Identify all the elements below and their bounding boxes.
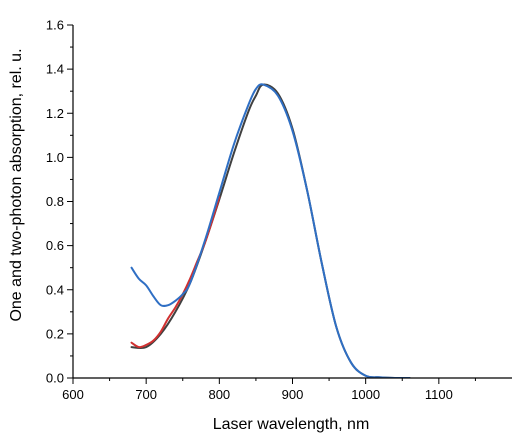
axes-layer xyxy=(67,24,512,384)
y-tick-label: 0.2 xyxy=(46,326,64,341)
y-tick-label: 0.4 xyxy=(46,282,64,297)
y-tick-label: 1.2 xyxy=(46,106,64,121)
x-tick-label: 600 xyxy=(62,387,84,402)
series-line-2 xyxy=(130,196,221,349)
x-tick-label: 900 xyxy=(282,387,304,402)
x-tick-label: 1000 xyxy=(351,387,380,402)
x-tick-label: 1100 xyxy=(425,387,453,402)
x-axis-title: Laser wavelength, nm xyxy=(213,416,370,433)
y-tick-label: 1.0 xyxy=(46,150,64,165)
y-axis-title: One and two-photon absorption, rel. u. xyxy=(8,48,25,321)
series-line-3 xyxy=(130,83,411,378)
x-tick-label: 700 xyxy=(135,387,157,402)
x-tick-label: 800 xyxy=(208,387,230,402)
labels-layer: 600 700 800 900 1000 1100 0.0 0.2 0.4 0.6 0.8 1.0 1.… xyxy=(46,18,453,403)
y-tick-label: 0.0 xyxy=(46,371,64,386)
series-layer xyxy=(130,83,411,378)
y-tick-label: 1.4 xyxy=(46,62,64,77)
y-tick-label: 0.8 xyxy=(46,194,64,209)
series-line-1 xyxy=(130,83,411,378)
y-tick-label: 1.6 xyxy=(46,18,64,33)
y-tick-label: 0.6 xyxy=(46,238,64,253)
